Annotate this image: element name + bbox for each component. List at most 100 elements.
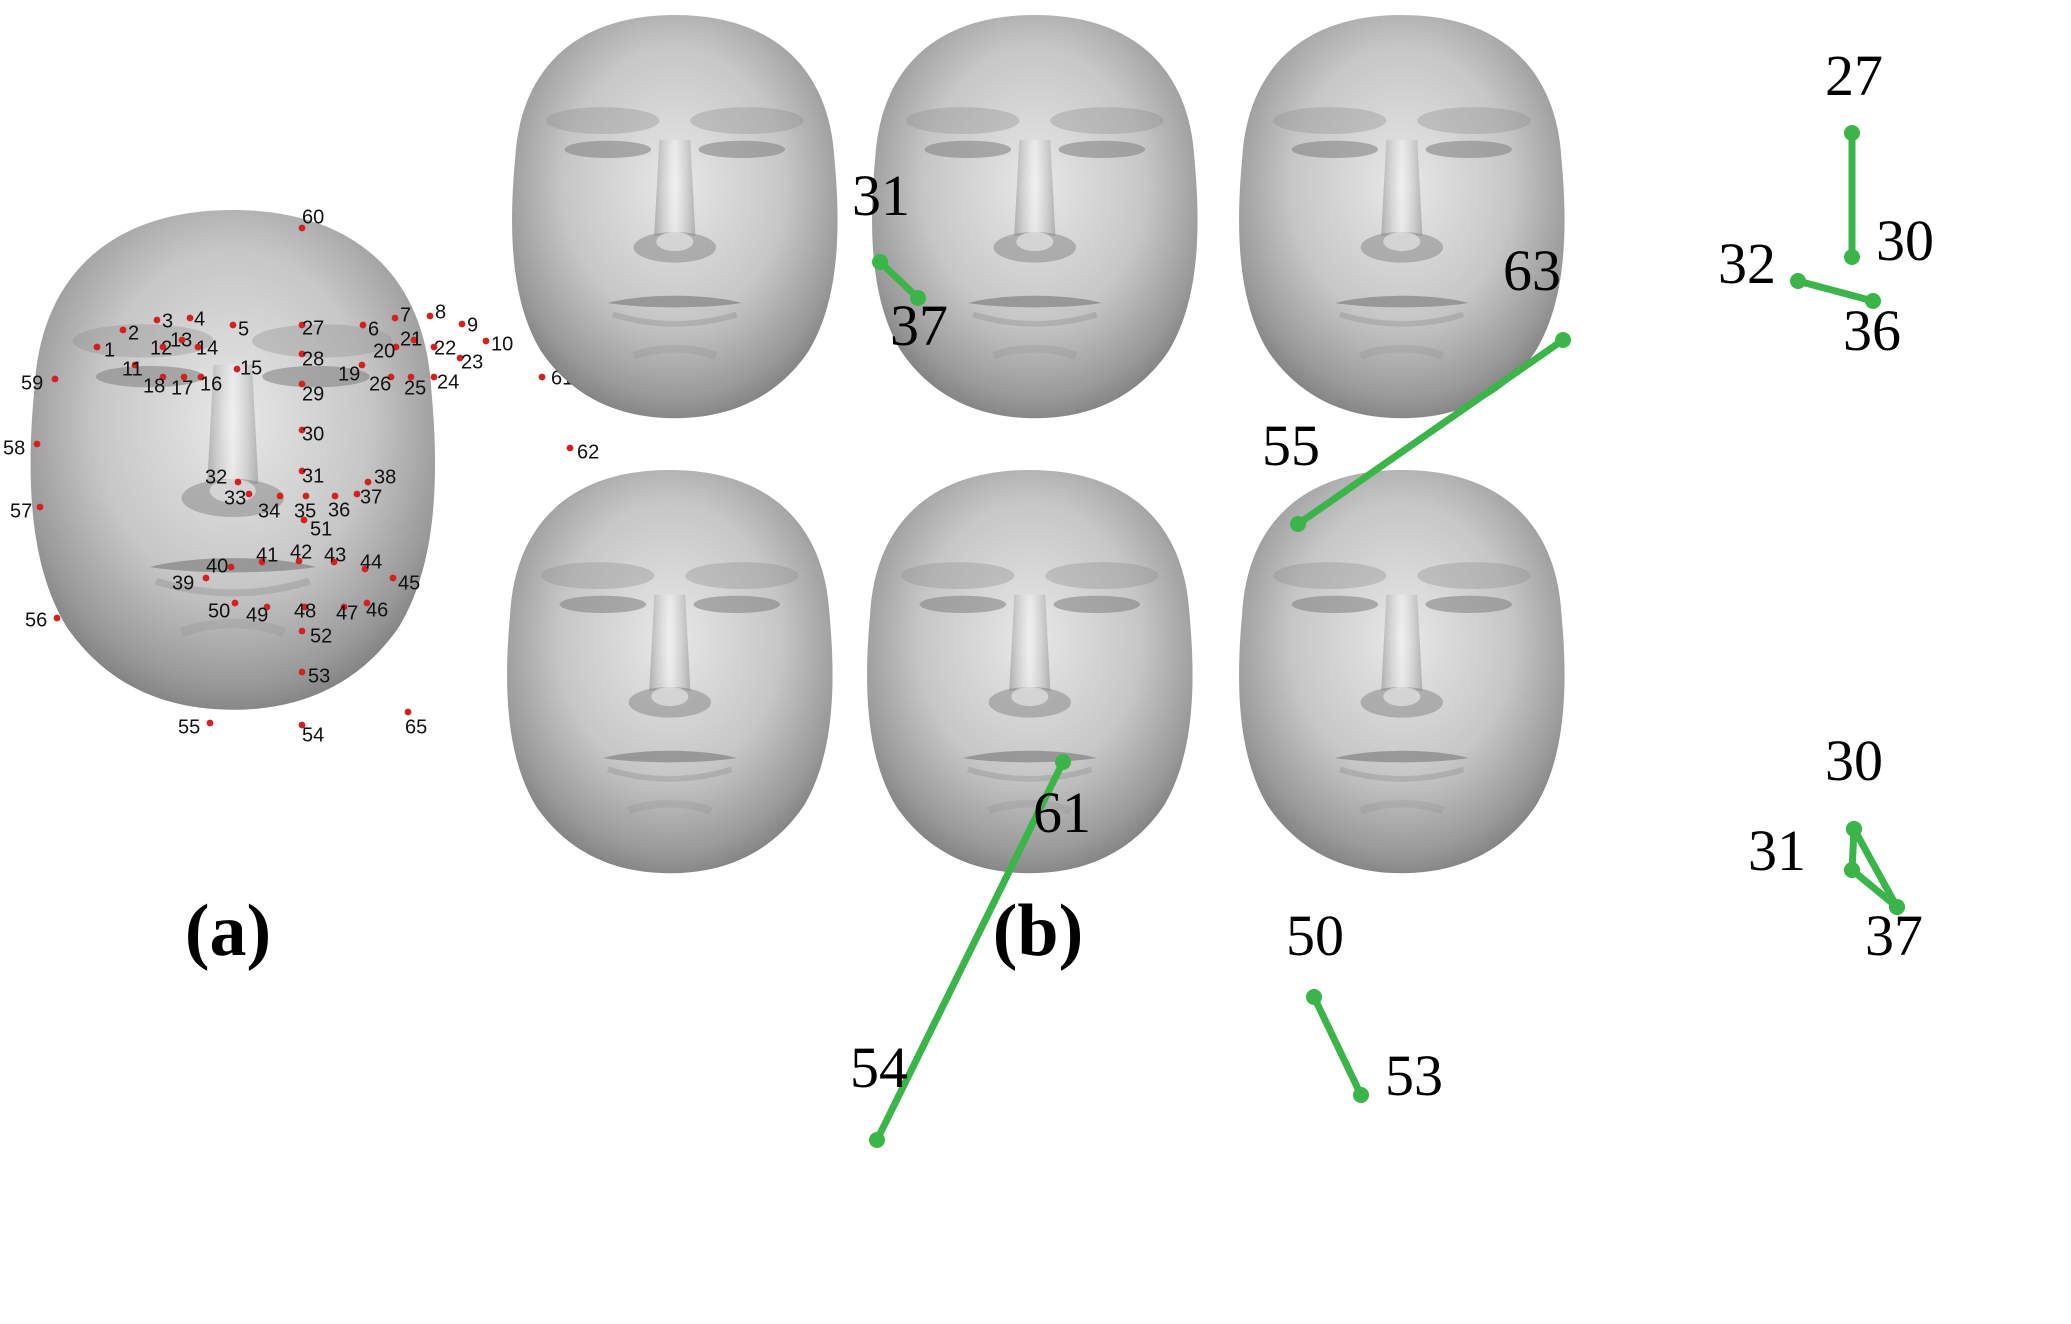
landmark-label-13: 13	[170, 329, 192, 351]
landmark-label-54: 54	[302, 724, 324, 746]
measure-line-1-1-0	[876, 258, 922, 302]
landmark-dot-38	[364, 478, 372, 486]
landmark-label-65: 65	[405, 716, 427, 738]
landmark-label-28: 28	[302, 348, 324, 370]
face-a	[31, 210, 436, 710]
measure-endpoint-1-2-0-0	[1555, 332, 1571, 348]
landmark-dot-8	[426, 312, 434, 320]
measure-endpoint-1-3-1-0	[1790, 273, 1806, 289]
face-b-1-1	[512, 15, 837, 418]
measure-endpoint-2-3-2-1	[1889, 899, 1905, 915]
landmark-label-5: 5	[238, 318, 249, 340]
measure-line-1-3-1	[1794, 277, 1877, 305]
landmark-dot-16	[197, 373, 205, 381]
landmark-dot-51	[300, 516, 308, 524]
landmark-label-20: 20	[373, 340, 395, 362]
landmark-label-53: 53	[308, 665, 330, 687]
measure-endpoint-1-3-0-1	[1844, 249, 1860, 265]
face-b-2-1	[507, 470, 832, 873]
landmark-dot-65	[404, 708, 412, 716]
landmark-dot-56	[53, 614, 61, 622]
landmark-dot-4	[186, 314, 194, 322]
measure-label-2-1-61: 61	[1033, 780, 1091, 845]
landmark-dot-61	[538, 373, 546, 381]
landmark-dot-40	[227, 563, 235, 571]
landmark-dot-25	[407, 373, 415, 381]
landmark-dot-60	[298, 224, 306, 232]
landmark-dot-47	[340, 603, 348, 611]
measure-line-2-3-1	[1848, 866, 1901, 911]
landmark-label-42: 42	[290, 541, 312, 563]
measure-endpoint-2-2-0-0	[1306, 989, 1322, 1005]
landmark-dot-18	[159, 373, 167, 381]
landmark-label-56: 56	[25, 609, 47, 631]
landmark-label-49: 49	[246, 604, 268, 626]
landmark-label-11: 11	[122, 358, 143, 380]
landmark-label-19: 19	[338, 363, 360, 385]
landmark-dot-32	[234, 478, 242, 486]
landmark-dot-29	[298, 380, 306, 388]
landmark-label-59: 59	[21, 372, 43, 394]
landmark-dot-9	[458, 320, 466, 328]
landmark-label-9: 9	[467, 314, 478, 336]
landmark-dot-12	[159, 343, 167, 351]
landmark-label-24: 24	[437, 371, 459, 393]
landmark-label-36: 36	[328, 499, 350, 521]
landmark-dot-55	[206, 719, 214, 727]
measure-label-1-2-63: 63	[1503, 238, 1561, 303]
measure-endpoint-2-2-0-1	[1353, 1087, 1369, 1103]
landmark-label-33: 33	[224, 487, 246, 509]
measure-line-2-2-0	[1310, 993, 1365, 1099]
landmark-label-55: 55	[178, 716, 200, 738]
face-b-2-2	[867, 470, 1192, 873]
landmark-label-50: 50	[208, 600, 230, 622]
landmark-label-35: 35	[294, 500, 316, 522]
landmark-label-52: 52	[310, 625, 332, 647]
measure-endpoint-2-1-0-1	[869, 1132, 885, 1148]
measure-line-2-1-0	[873, 758, 1067, 1144]
landmark-dot-62	[566, 444, 574, 452]
landmark-dot-49	[263, 603, 271, 611]
landmark-label-58: 58	[3, 437, 25, 459]
landmark-dot-58	[33, 440, 41, 448]
measure-endpoint-1-2-0-1	[1290, 516, 1306, 532]
landmark-label-45: 45	[398, 572, 420, 594]
landmark-dot-21	[410, 336, 418, 344]
landmark-dot-28	[298, 350, 306, 358]
landmark-label-27: 27	[302, 317, 324, 339]
landmark-label-57: 57	[10, 500, 32, 522]
measure-label-2-2-53: 53	[1385, 1043, 1443, 1108]
landmark-dot-53	[298, 668, 306, 676]
landmark-dot-34	[276, 492, 284, 500]
landmark-label-16: 16	[200, 373, 222, 395]
landmark-label-37: 37	[360, 486, 382, 508]
landmark-label-1: 1	[104, 339, 115, 361]
landmark-label-18: 18	[143, 375, 165, 397]
measure-line-2-3-2	[1850, 825, 1901, 911]
landmark-dot-37	[353, 490, 361, 498]
landmark-dot-7	[391, 314, 399, 322]
landmark-dot-19	[358, 361, 366, 369]
landmark-dot-31	[298, 467, 306, 475]
measure-endpoint-1-1-0-1	[910, 290, 926, 306]
measure-label-2-3-31: 31	[1748, 818, 1806, 883]
landmark-dot-10	[482, 337, 490, 345]
landmark-label-30: 30	[302, 423, 324, 445]
landmark-dot-26	[387, 373, 395, 381]
landmark-dot-17	[180, 373, 188, 381]
measure-label-2-3-37: 37	[1865, 903, 1923, 968]
landmark-label-25: 25	[404, 377, 426, 399]
landmark-label-2: 2	[128, 322, 139, 344]
measure-endpoint-2-3-2-0	[1846, 821, 1862, 837]
measure-label-1-1-37: 37	[890, 293, 948, 358]
landmark-label-32: 32	[205, 466, 227, 488]
landmark-label-60: 60	[302, 206, 324, 228]
landmark-label-8: 8	[435, 301, 446, 323]
landmark-label-23: 23	[461, 351, 483, 373]
measure-endpoint-1-3-0-0	[1844, 125, 1860, 141]
measure-label-2-1-54: 54	[850, 1035, 908, 1100]
measures-b: 31 37 63 55 27 30 32 36 61 54 50 53 30 31 37	[850, 43, 1934, 1148]
landmark-dot-42	[295, 557, 303, 565]
landmark-label-48: 48	[294, 600, 316, 622]
landmark-dot-13	[178, 336, 186, 344]
